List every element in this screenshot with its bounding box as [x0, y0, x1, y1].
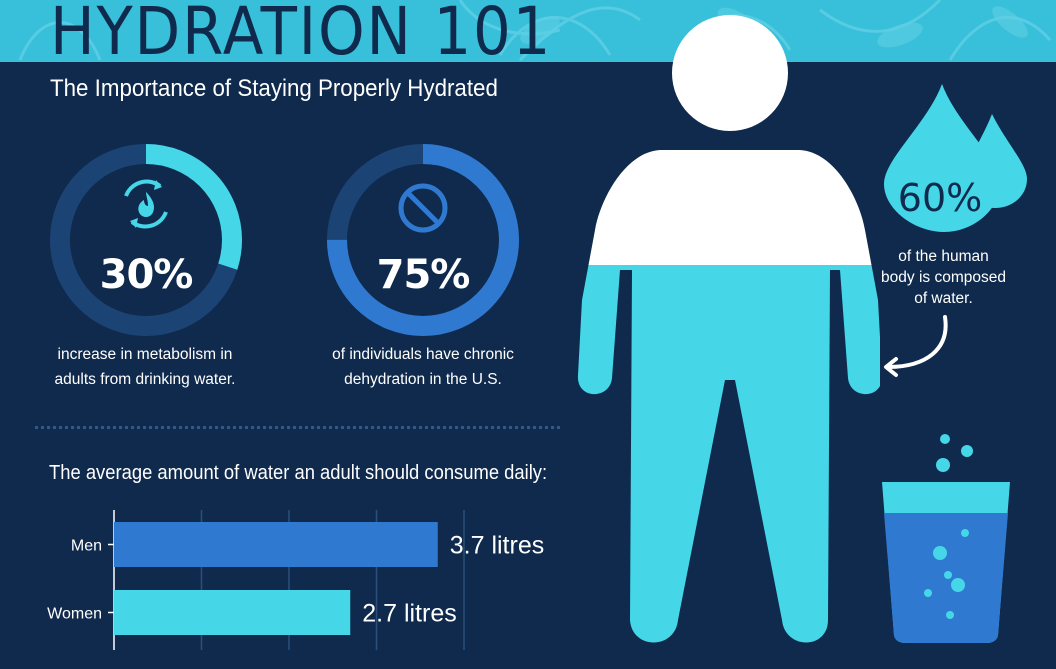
metabolism-donut — [50, 144, 242, 336]
dehydration-percentage: 75% — [376, 252, 471, 298]
human-body-illustration — [577, 15, 880, 643]
section-divider — [35, 426, 560, 429]
metabolism-caption: increase in metabolism in adults from dr… — [20, 342, 270, 392]
header-banner: HYDRATION 101 — [0, 0, 1056, 62]
human-body-water-fill — [577, 265, 880, 643]
page-title: HYDRATION 101 — [50, 0, 553, 62]
metabolism-percentage: 30% — [99, 252, 194, 298]
no-entry-icon — [398, 183, 448, 233]
body-water-caption-line-2: body is composed — [881, 269, 1006, 286]
metabolism-flame-icon — [124, 179, 168, 229]
human-body-dry-region — [577, 15, 880, 265]
body-water-caption: of the human body is composed of water. — [866, 246, 1021, 309]
donut-progress-arc — [50, 144, 242, 336]
water-glass-icon — [882, 434, 1010, 643]
dehydration-donut — [327, 144, 519, 336]
chart-category-label: Men — [71, 538, 102, 555]
metabolism-caption-line-2: adults from drinking water. — [54, 371, 236, 388]
water-drop-icon — [884, 84, 1027, 232]
chart-bar-women — [114, 590, 351, 635]
chart-value-label: 3.7 litres — [450, 532, 544, 560]
chart-bar-men — [114, 522, 438, 567]
donut-progress-arc — [327, 144, 519, 336]
chart-value-label: 2.7 litres — [362, 600, 456, 628]
chart-category-label: Women — [47, 606, 102, 623]
page-subtitle: The Importance of Staying Properly Hydra… — [50, 75, 498, 102]
large-drop-shape — [884, 84, 1000, 232]
dehydration-caption-line-1: of individuals have chronic — [332, 346, 514, 363]
body-water-caption-line-3: of water. — [914, 290, 973, 307]
dehydration-caption: of individuals have chronic dehydration … — [298, 342, 548, 392]
chart-title: The average amount of water an adult sho… — [49, 462, 548, 484]
dehydration-caption-line-2: dehydration in the U.S. — [344, 371, 502, 388]
body-water-percentage: 60% — [897, 176, 983, 220]
metabolism-caption-line-1: increase in metabolism in — [57, 346, 233, 363]
curved-arrow-icon — [884, 315, 948, 377]
water-intake-bar-chart: Men 3.7 litres Women 2.7 litres — [47, 510, 544, 650]
body-water-caption-line-1: of the human — [898, 248, 989, 265]
